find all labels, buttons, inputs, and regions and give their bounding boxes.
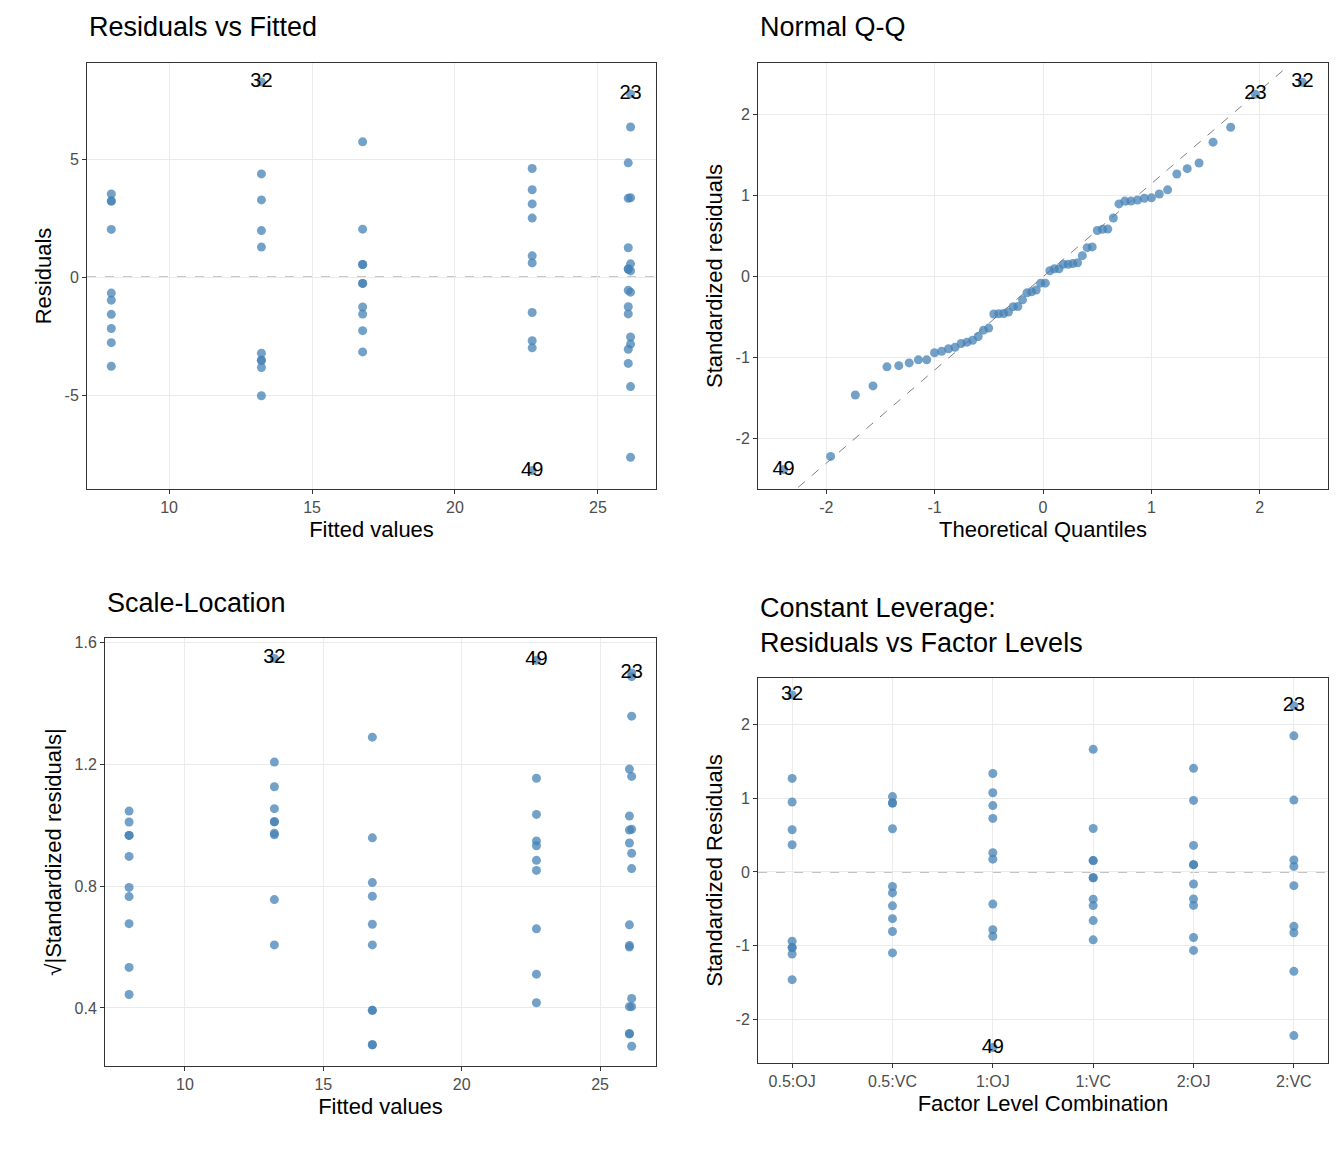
- svg-text:23: 23: [619, 81, 641, 103]
- svg-text:Fitted values: Fitted values: [318, 1094, 443, 1119]
- svg-text:15: 15: [314, 1076, 332, 1093]
- svg-text:0.8: 0.8: [75, 878, 97, 895]
- svg-text:Constant Leverage:Residuals vs: Constant Leverage:Residuals vs Factor Le…: [760, 593, 1083, 658]
- svg-text:Fitted values: Fitted values: [309, 517, 434, 542]
- svg-text:Normal Q-Q: Normal Q-Q: [760, 12, 906, 42]
- svg-text:Standardized residuals: Standardized residuals: [702, 164, 727, 388]
- svg-text:32: 32: [250, 69, 272, 91]
- svg-text:-5: -5: [65, 387, 79, 404]
- svg-text:Residuals vs Fitted: Residuals vs Fitted: [89, 12, 317, 42]
- svg-text:Factor Level Combination: Factor Level Combination: [918, 1091, 1169, 1116]
- svg-text:10: 10: [176, 1076, 194, 1093]
- svg-text:1: 1: [1147, 499, 1156, 516]
- svg-text:49: 49: [525, 647, 547, 669]
- svg-text:-1: -1: [928, 499, 942, 516]
- svg-text:1: 1: [741, 187, 750, 204]
- svg-text:15: 15: [303, 499, 321, 516]
- svg-text:Residuals: Residuals: [31, 228, 56, 325]
- svg-text:23: 23: [1283, 693, 1305, 715]
- svg-text:49: 49: [521, 458, 543, 480]
- svg-text:49: 49: [772, 457, 794, 479]
- svg-text:2: 2: [741, 106, 750, 123]
- svg-text:2: 2: [1255, 499, 1264, 516]
- svg-text:Theoretical Quantiles: Theoretical Quantiles: [939, 517, 1147, 542]
- svg-text:10: 10: [160, 499, 178, 516]
- svg-text:1: 1: [741, 790, 750, 807]
- svg-text:-2: -2: [736, 430, 750, 447]
- svg-text:-2: -2: [736, 1011, 750, 1028]
- svg-text:20: 20: [453, 1076, 471, 1093]
- svg-text:1.2: 1.2: [75, 756, 97, 773]
- svg-text:20: 20: [446, 499, 464, 516]
- svg-text:5: 5: [70, 151, 79, 168]
- svg-text:23: 23: [621, 660, 643, 682]
- svg-text:0: 0: [70, 269, 79, 286]
- svg-text:32: 32: [263, 645, 285, 667]
- svg-text:25: 25: [591, 1076, 609, 1093]
- svg-text:0: 0: [741, 268, 750, 285]
- svg-text:25: 25: [589, 499, 607, 516]
- svg-text:0: 0: [741, 864, 750, 881]
- svg-text:2: 2: [741, 716, 750, 733]
- svg-text:2:OJ: 2:OJ: [1177, 1073, 1211, 1090]
- svg-text:0.5:OJ: 0.5:OJ: [769, 1073, 816, 1090]
- svg-text:1.6: 1.6: [75, 634, 97, 651]
- svg-text:1:VC: 1:VC: [1075, 1073, 1111, 1090]
- svg-text:-1: -1: [736, 349, 750, 366]
- svg-text:2:VC: 2:VC: [1276, 1073, 1312, 1090]
- svg-text:49: 49: [982, 1035, 1004, 1057]
- svg-text:32: 32: [1291, 69, 1313, 91]
- svg-text:23: 23: [1244, 81, 1266, 103]
- svg-text:32: 32: [781, 682, 803, 704]
- svg-text:-1: -1: [736, 937, 750, 954]
- svg-text:Scale-Location: Scale-Location: [107, 588, 286, 618]
- svg-text:0.5:VC: 0.5:VC: [868, 1073, 917, 1090]
- svg-text:√|Standardized residuals|: √|Standardized residuals|: [41, 728, 66, 975]
- svg-text:0: 0: [1039, 499, 1048, 516]
- svg-text:-2: -2: [819, 499, 833, 516]
- svg-text:1:OJ: 1:OJ: [976, 1073, 1010, 1090]
- svg-text:Standardized Residuals: Standardized Residuals: [702, 754, 727, 986]
- svg-text:0.4: 0.4: [75, 1000, 97, 1017]
